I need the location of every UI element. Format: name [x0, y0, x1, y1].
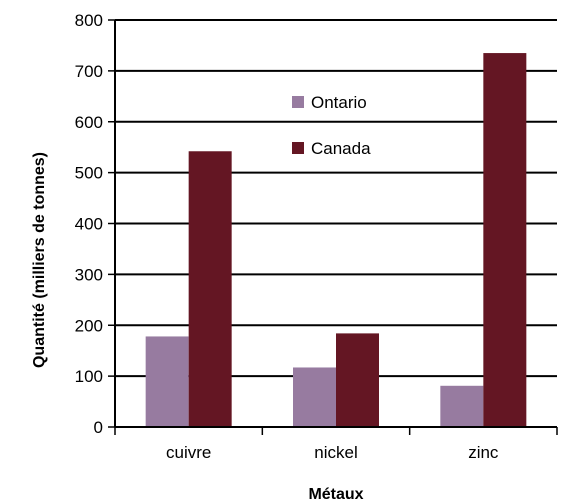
- x-category-label: zinc: [468, 443, 499, 462]
- y-axis-title: Quantité (milliers de tonnes): [31, 152, 48, 368]
- y-tick-label: 0: [94, 418, 103, 437]
- tick-labels: 0 100 200 300 400 500 600 700 800 cuivre nickel zin…: [75, 11, 499, 462]
- y-tick-label: 300: [75, 265, 103, 284]
- axes: [108, 19, 558, 435]
- y-tick-label: 600: [75, 113, 103, 132]
- y-tick-label: 500: [75, 164, 103, 183]
- bar-canada-zinc: [483, 53, 527, 427]
- legend-label-canada: Canada: [311, 139, 371, 158]
- y-tick-label: 700: [75, 62, 103, 81]
- legend-label-ontario: Ontario: [311, 93, 367, 112]
- legend-swatch-canada: [292, 142, 304, 154]
- y-tick-label: 100: [75, 367, 103, 386]
- legend-swatch-ontario: [292, 96, 304, 108]
- bar-ontario-cuivre: [145, 336, 189, 427]
- x-category-label: cuivre: [166, 443, 211, 462]
- y-tick-label: 400: [75, 215, 103, 234]
- legend: Ontario Canada: [292, 93, 371, 158]
- bars: [145, 53, 527, 427]
- y-tick-label: 200: [75, 316, 103, 335]
- y-tick-label: 800: [75, 11, 103, 30]
- bar-ontario-zinc: [440, 385, 484, 427]
- bar-ontario-nickel: [293, 367, 336, 427]
- bar-canada-cuivre: [188, 151, 232, 427]
- x-category-label: nickel: [314, 443, 357, 462]
- bar-canada-nickel: [336, 333, 379, 427]
- x-axis-title: Métaux: [308, 486, 363, 503]
